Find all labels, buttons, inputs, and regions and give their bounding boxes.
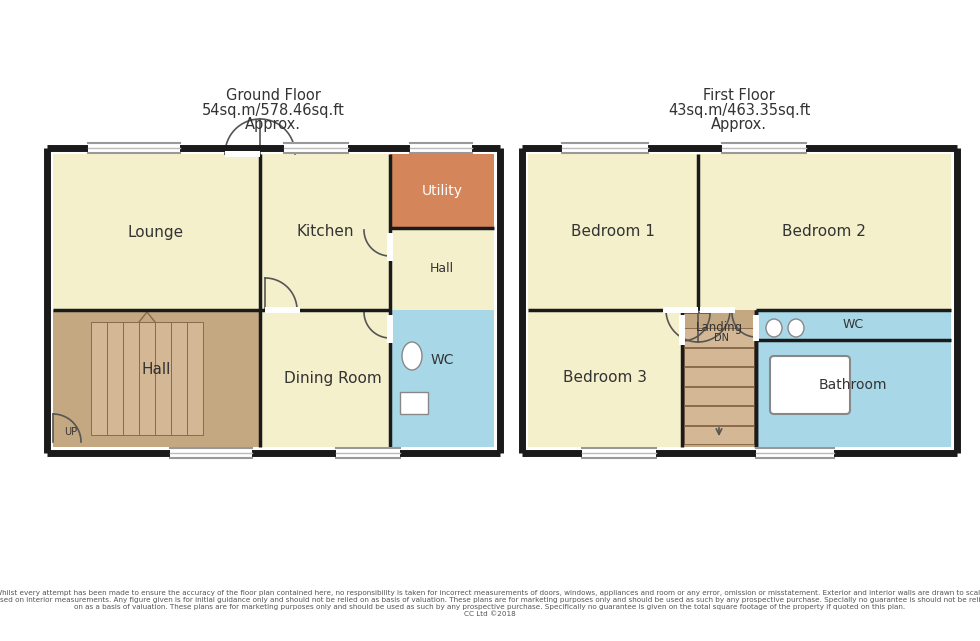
Bar <box>91 322 107 435</box>
Text: First Floor: First Floor <box>703 88 775 103</box>
Bar <box>155 322 171 435</box>
Bar <box>698 154 951 310</box>
Bar <box>682 310 756 447</box>
Bar <box>336 448 400 458</box>
Bar <box>684 367 754 385</box>
Bar <box>756 310 951 340</box>
Bar <box>171 322 187 435</box>
Text: Hall: Hall <box>141 363 171 378</box>
Bar <box>684 328 754 347</box>
Text: Bedroom 1: Bedroom 1 <box>571 224 655 240</box>
Text: UP: UP <box>65 427 77 437</box>
Bar <box>679 315 685 345</box>
Bar <box>663 307 698 313</box>
Bar <box>139 322 155 435</box>
Text: Lounge: Lounge <box>128 224 184 240</box>
Text: Kitchen: Kitchen <box>296 224 354 240</box>
Text: Landing: Landing <box>696 322 743 335</box>
Ellipse shape <box>788 319 804 337</box>
Text: Bedroom 3: Bedroom 3 <box>563 370 647 385</box>
Text: Dining Room: Dining Room <box>284 370 382 385</box>
Bar <box>390 154 494 228</box>
Text: 43sq.m/463.35sq.ft: 43sq.m/463.35sq.ft <box>667 103 810 117</box>
Bar <box>582 448 656 458</box>
Bar <box>528 154 698 310</box>
Bar <box>722 143 806 153</box>
Bar <box>107 322 123 435</box>
Bar <box>284 143 348 153</box>
Bar <box>756 448 834 458</box>
Text: DN: DN <box>713 333 728 343</box>
Bar <box>410 143 472 153</box>
Bar <box>700 307 735 313</box>
Bar <box>260 310 390 447</box>
Text: Whilst every attempt has been made to ensure the accuracy of the floor plan cont: Whilst every attempt has been made to en… <box>0 590 980 617</box>
Text: Bathroom: Bathroom <box>818 378 887 392</box>
Text: Bedroom 2: Bedroom 2 <box>782 224 866 240</box>
Text: Approx.: Approx. <box>245 117 301 131</box>
Bar <box>400 392 428 414</box>
Bar <box>562 143 648 153</box>
Bar <box>387 315 393 343</box>
Bar <box>684 426 754 444</box>
Bar <box>528 310 682 447</box>
Bar <box>53 154 260 310</box>
Text: WC: WC <box>843 319 863 331</box>
Bar <box>53 310 260 447</box>
FancyBboxPatch shape <box>770 356 850 414</box>
Text: Utility: Utility <box>421 184 463 198</box>
Bar <box>684 347 754 366</box>
Bar <box>123 322 139 435</box>
Text: Ground Floor: Ground Floor <box>225 88 320 103</box>
Bar <box>753 315 759 341</box>
Bar <box>390 310 494 447</box>
Bar <box>170 448 252 458</box>
Bar <box>756 340 951 447</box>
Text: Hall: Hall <box>430 263 454 276</box>
Bar <box>684 406 754 424</box>
Bar <box>225 151 260 157</box>
Bar <box>88 143 180 153</box>
Text: 54sq.m/578.46sq.ft: 54sq.m/578.46sq.ft <box>202 103 344 117</box>
Ellipse shape <box>766 319 782 337</box>
Ellipse shape <box>402 342 422 370</box>
Bar <box>387 233 393 261</box>
Text: WC: WC <box>430 353 454 367</box>
Text: Approx.: Approx. <box>711 117 767 131</box>
Bar <box>684 387 754 405</box>
Bar <box>265 307 300 313</box>
Bar <box>187 322 203 435</box>
Bar <box>390 228 494 310</box>
Bar <box>260 154 390 310</box>
Bar <box>265 307 300 313</box>
